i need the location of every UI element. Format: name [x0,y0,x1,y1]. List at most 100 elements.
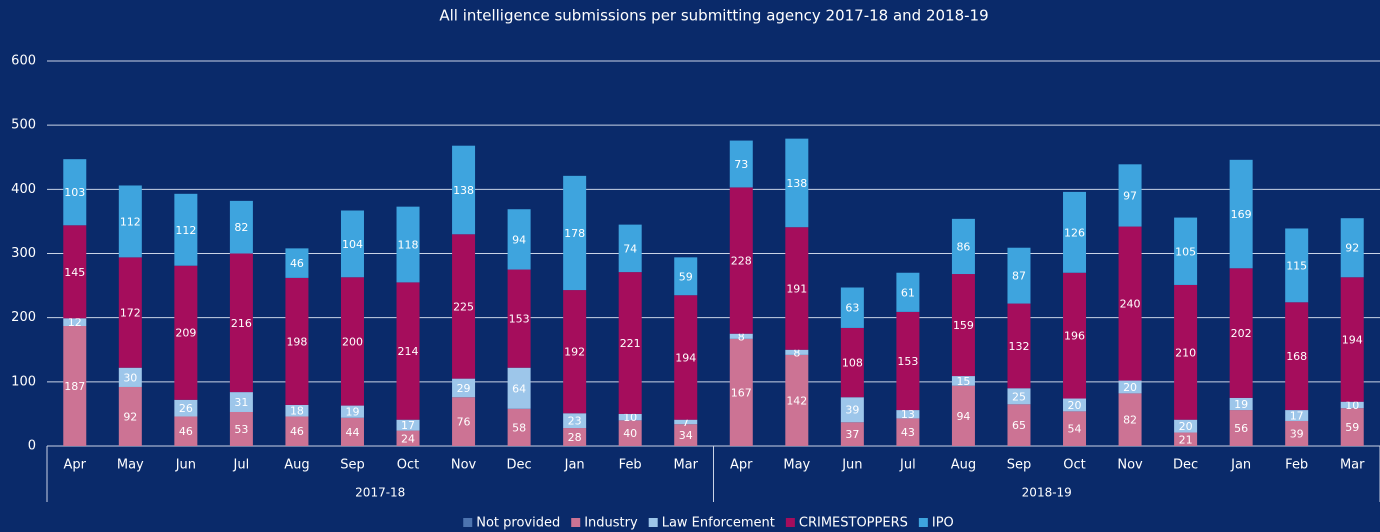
bar-segment [1174,217,1198,285]
bar-segment [452,234,476,379]
bar-segment [340,405,364,418]
x-tick-label: Oct [397,458,419,473]
legend-swatch [463,518,473,527]
bar-segment [674,419,698,425]
bar-segment [452,378,476,398]
bar-segment [174,193,198,266]
legend-swatch [918,518,928,527]
data-label: 112 [175,224,196,237]
bar-segment [729,187,753,334]
data-label: 228 [731,255,752,268]
data-label: 94 [512,233,526,246]
x-tick-label: May [117,458,144,473]
bar-segment [1007,247,1031,304]
x-tick-label: Aug [951,458,976,473]
bar-segment [1229,397,1253,411]
bar-segment [563,175,587,291]
bar-segment [1285,420,1309,446]
data-label: 112 [120,215,141,228]
x-tick-label: Oct [1063,458,1085,473]
bar-segment [229,411,253,446]
bar-segment [951,274,975,377]
bar-segment [507,367,531,409]
x-tick-label: Apr [730,458,753,473]
bar-segment [1174,419,1198,433]
bar-segment [1174,432,1198,446]
bar-segment [1063,272,1087,399]
bar-segment [63,318,87,327]
x-tick-label: Feb [619,458,642,473]
bar-segment [174,416,198,446]
bar-segment [563,290,587,414]
bar-segment [896,311,920,411]
data-label: 24 [401,432,415,445]
legend-label: Not provided [476,516,560,531]
x-tick-label: Feb [1285,458,1308,473]
bar-segment [729,338,753,446]
data-label: 8 [793,346,800,359]
bar-segment [396,282,420,420]
bar-segment [285,404,309,417]
bar-segment [1118,380,1142,394]
data-label: 20 [1068,399,1082,412]
data-label: 153 [509,313,530,326]
x-tick-label: Aug [284,458,309,473]
data-label: 153 [897,355,918,368]
bar-segment [396,419,420,431]
bar-segment [896,272,920,312]
bar-segment [1007,388,1031,405]
data-label: 87 [1012,270,1026,283]
x-tick-label: May [783,458,810,473]
bar-segment [618,420,642,446]
bar-segment [1007,404,1031,446]
y-tick-label: 500 [11,118,36,133]
bar-segment [1229,268,1253,398]
data-label: 59 [679,270,693,283]
x-tick-label: Apr [64,458,87,473]
data-label: 169 [1231,208,1252,221]
data-label: 29 [457,382,471,395]
data-label: 30 [123,371,137,384]
data-label: 132 [1008,340,1029,353]
data-label: 202 [1231,327,1252,340]
data-label: 7 [682,416,689,429]
data-label: 221 [620,337,641,350]
data-label: 105 [1175,245,1196,258]
data-label: 225 [453,300,474,313]
bar-segment [396,206,420,283]
x-tick-label: Jan [1230,458,1251,473]
data-label: 167 [731,386,752,399]
x-tick-label: Sep [1007,458,1032,473]
data-label: 46 [290,257,304,270]
legend-swatch [785,518,795,527]
data-label: 187 [64,380,85,393]
bar-segment [507,209,531,270]
data-label: 178 [564,227,585,240]
data-label: 31 [234,396,248,409]
data-label: 58 [512,421,526,434]
legend-label: CRIMESTOPPERS [799,516,908,531]
data-label: 76 [457,416,471,429]
x-tick-label: Sep [340,458,365,473]
data-label: 209 [175,327,196,340]
bar-segment [1118,226,1142,381]
bar-segment [1063,411,1087,446]
bar-segment [1340,401,1364,409]
data-label: 115 [1286,259,1307,272]
data-label: 94 [956,410,970,423]
data-label: 126 [1064,226,1085,239]
data-label: 145 [64,266,85,279]
data-label: 56 [1234,422,1248,435]
bar-segment [118,386,142,446]
bar-segment [1063,191,1087,273]
data-label: 159 [953,319,974,332]
x-tick-label: Jan [564,458,585,473]
x-tick-label: Dec [507,458,532,473]
legend-swatch [571,518,581,527]
data-label: 39 [1290,427,1304,440]
data-label: 23 [568,415,582,428]
data-label: 21 [1179,433,1193,446]
data-label: 138 [453,184,474,197]
bar-segment [63,159,87,226]
